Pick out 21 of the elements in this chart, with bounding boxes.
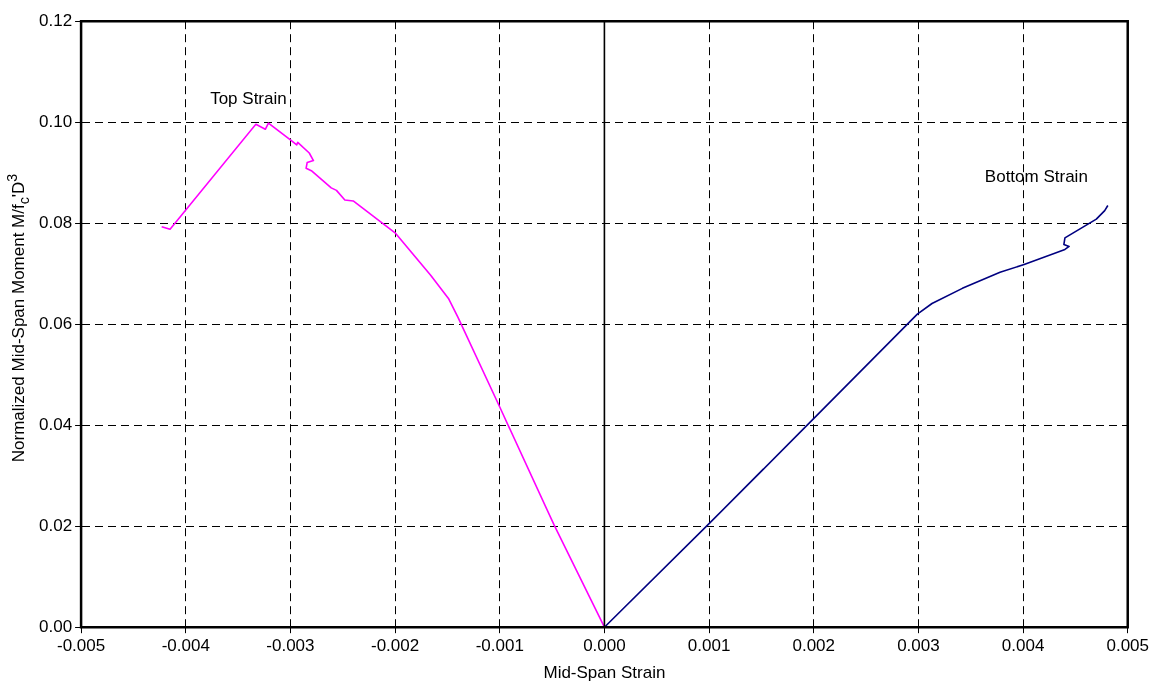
x-tick-label: 0.004: [1001, 636, 1045, 656]
y-tick-label: 0.12: [38, 10, 73, 30]
x-tick-label: 0.000: [583, 636, 626, 656]
x-tick-label: -0.005: [56, 636, 106, 656]
y-tick-label: 0.10: [38, 111, 73, 131]
x-tick-label: 0.001: [687, 636, 731, 656]
y-tick-label: 0.06: [38, 313, 73, 333]
y-tick-label: 0.02: [38, 515, 73, 535]
series-label: Bottom Strain: [984, 167, 1088, 187]
x-tick-label: 0.003: [897, 636, 940, 656]
y-tick-label: 0.08: [38, 212, 73, 232]
x-tick-label: -0.002: [370, 636, 420, 656]
x-tick-label: -0.003: [266, 636, 315, 656]
y-tick-label: 0.00: [38, 616, 73, 636]
x-tick-label: -0.001: [475, 636, 524, 656]
series-label: Top Strain: [210, 88, 287, 108]
x-tick-label: 0.005: [1106, 636, 1149, 656]
x-tick-label: -0.004: [161, 636, 210, 656]
x-tick-label: 0.002: [792, 636, 836, 656]
y-tick-label: 0.04: [38, 414, 73, 434]
x-axis-title: Mid-Span Strain: [543, 663, 666, 683]
